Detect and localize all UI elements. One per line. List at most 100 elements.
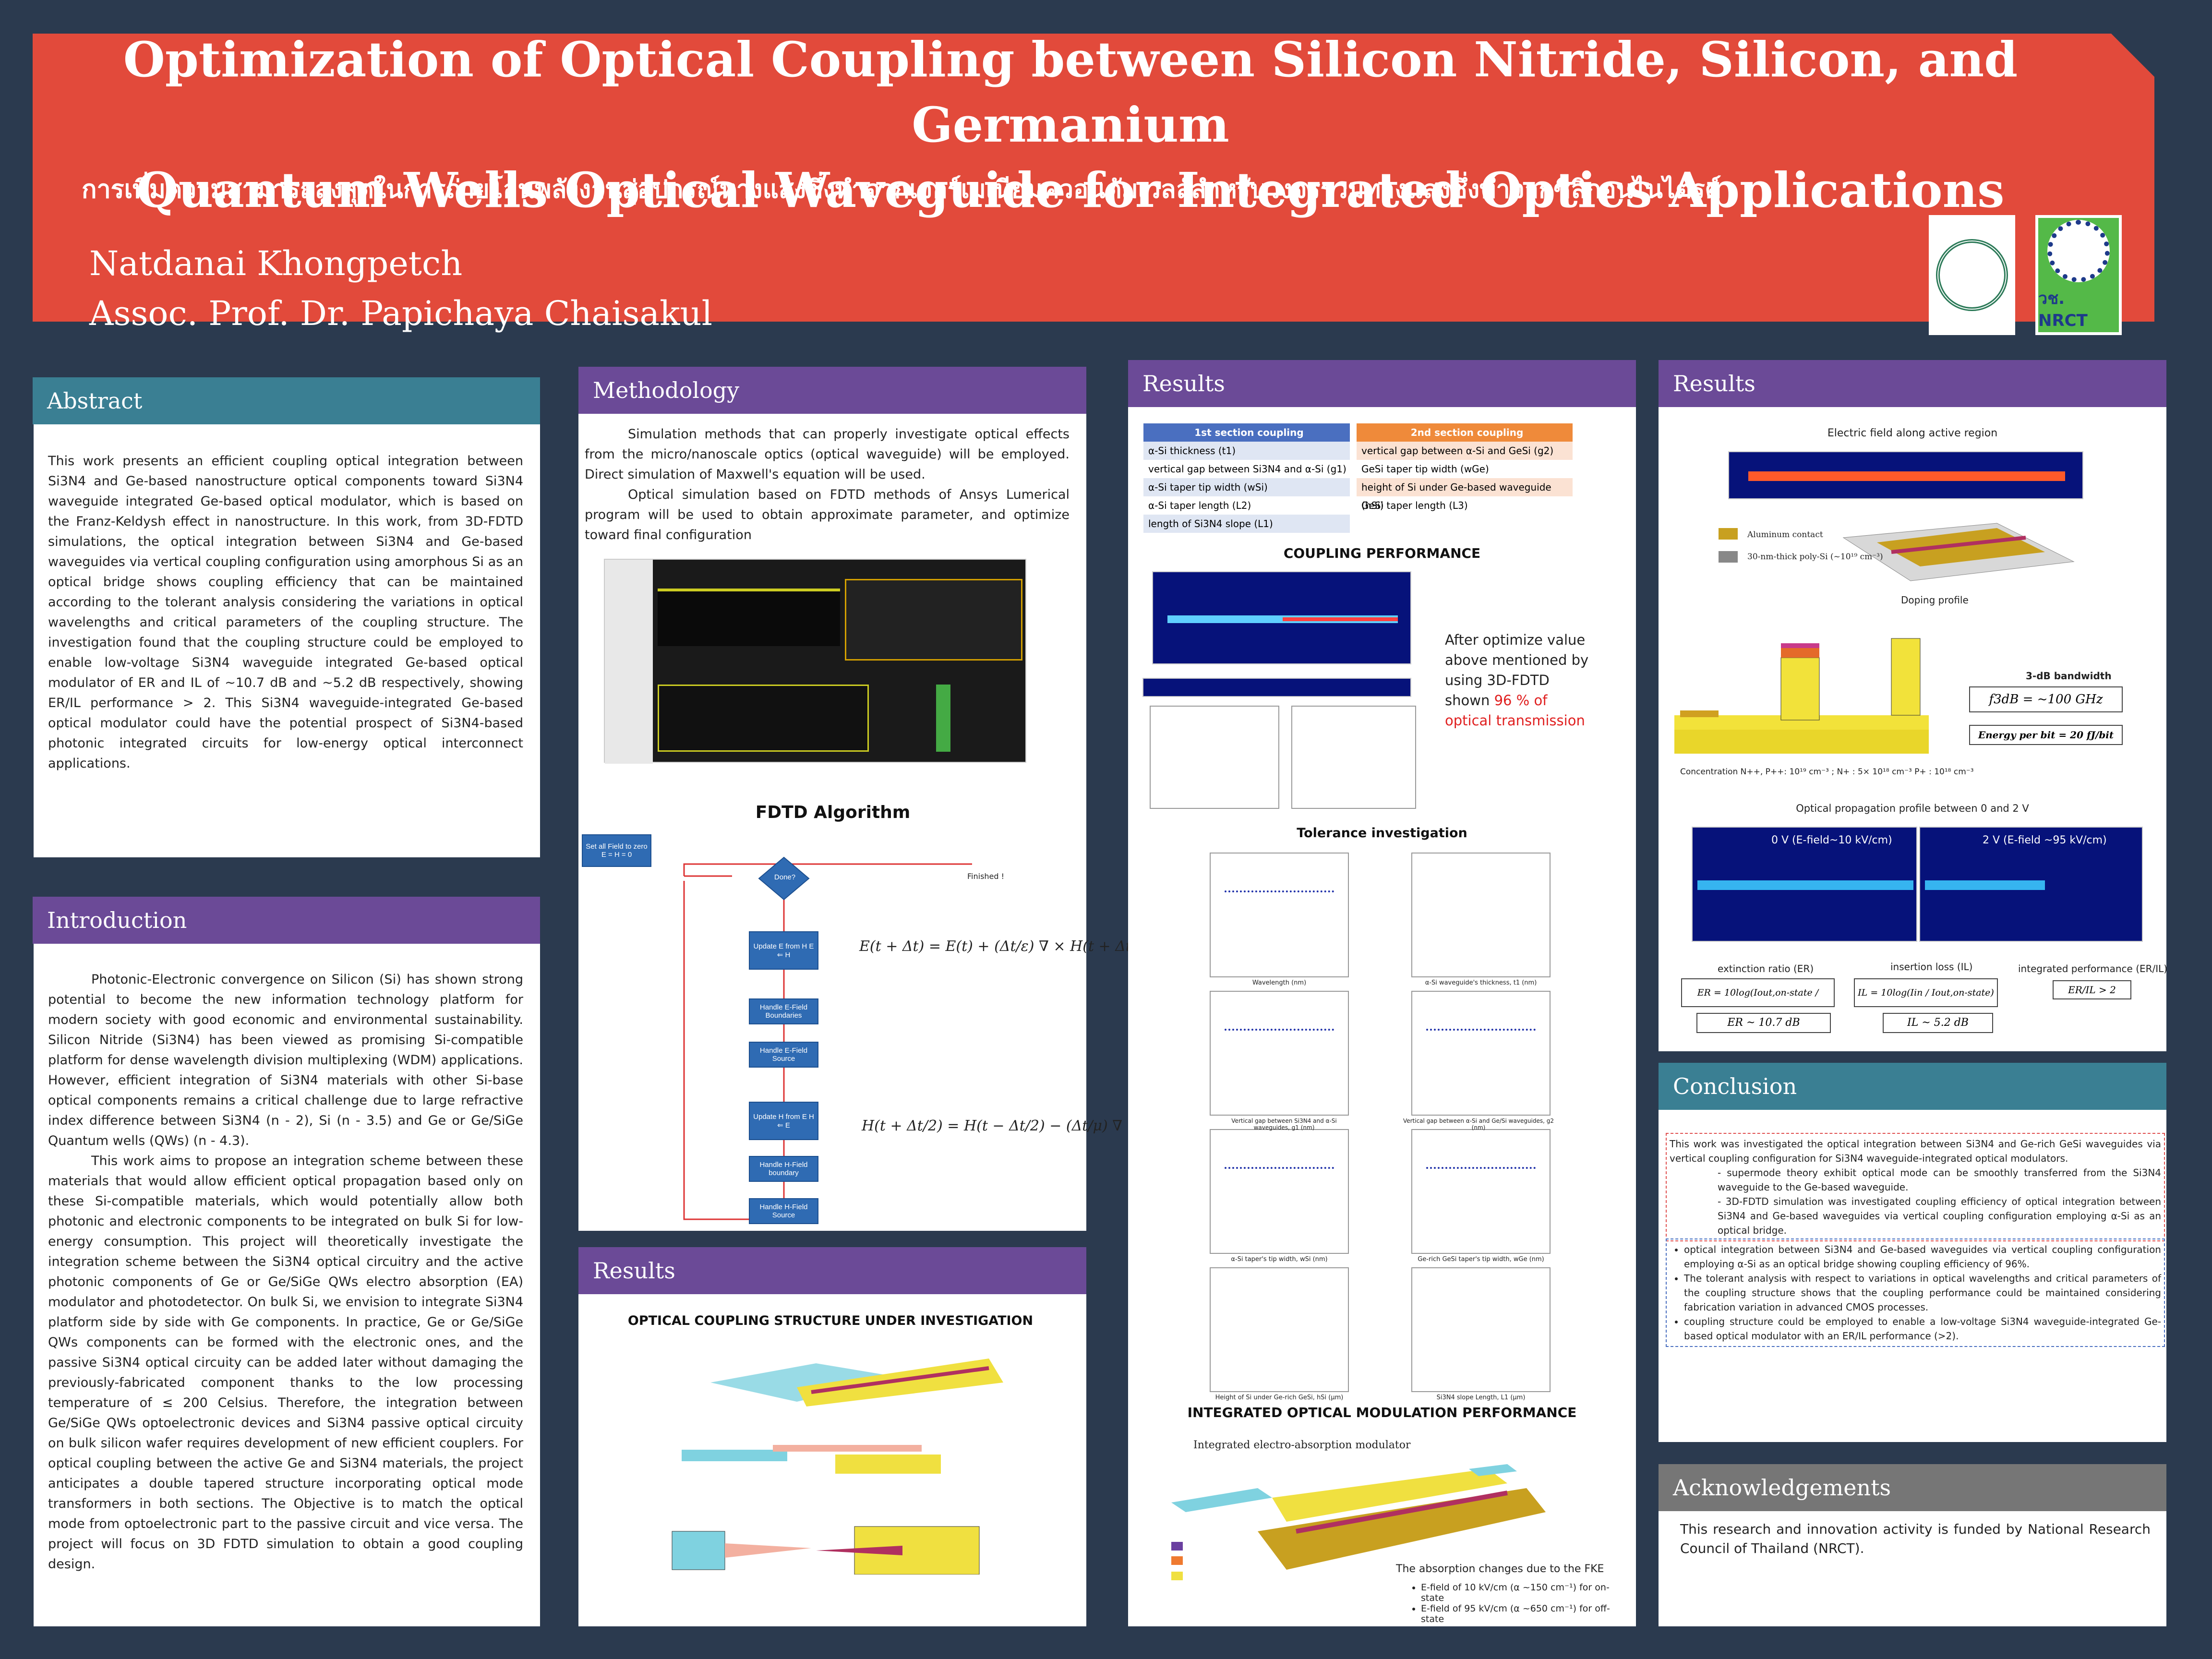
tolerance-plot-thickness xyxy=(1411,853,1551,977)
coupling-note: After optimize value above mentioned by … xyxy=(1445,630,1589,731)
results-right-heading: Results xyxy=(1659,360,2166,407)
flow-e-source: Handle E-Field Source xyxy=(749,1042,818,1068)
efield-title: Electric field along active region xyxy=(1827,427,1998,439)
il-label: insertion loss (IL) xyxy=(1890,961,1973,973)
tolerance-plot-g1 xyxy=(1210,991,1349,1116)
legend-aluminum: Aluminum contact xyxy=(1747,530,1823,540)
tolerance-plot-wsi xyxy=(1210,1129,1349,1254)
flow-update-e: Update E from H E ⇐ H xyxy=(749,931,818,970)
conclusion-bullet-1: optical integration between Si3N4 and Ge… xyxy=(1684,1242,2161,1271)
absorption-bullets: E-field of 10 kV/cm (α ~150 cm⁻¹) for on… xyxy=(1407,1582,1623,1624)
xlabel-g2: Vertical gap between α-Si and Ge/Si wave… xyxy=(1403,1118,1554,1131)
author-2: Assoc. Prof. Dr. Papichaya Chaisakul xyxy=(89,294,713,333)
methodology-body: Simulation methods that can properly inv… xyxy=(585,424,1070,545)
conclusion-heading: Conclusion xyxy=(1659,1063,2166,1110)
results-mid-heading: Results xyxy=(1128,360,1636,407)
bullet-off-state: E-field of 95 kV/cm (α ~650 cm⁻¹) for of… xyxy=(1421,1603,1623,1624)
xlabel-wsi: α-Si taper's tip width, wSi (nm) xyxy=(1231,1256,1328,1263)
efield-map xyxy=(1728,451,2083,499)
conclusion-bullet-3: coupling structure could be employed to … xyxy=(1684,1314,2161,1343)
table2-row: GeSi taper tip width (wGe) xyxy=(1357,460,1573,478)
doping-title: Doping profile xyxy=(1901,594,1969,606)
label-0v: 0 V (E-field~10 kV/cm) xyxy=(1771,834,1892,846)
method-paragraph-2: Optical simulation based on FDTD methods… xyxy=(585,487,1070,542)
abstract-body: This work presents an efficient coupling… xyxy=(48,454,523,771)
poster-title: Optimization of Optical Coupling between… xyxy=(38,27,2103,223)
modulation-title: INTEGRATED OPTICAL MODULATION PERFORMANC… xyxy=(1187,1405,1577,1420)
title-line1: Optimization of Optical Coupling between… xyxy=(123,31,2018,153)
doping-profile-figure xyxy=(1674,638,1929,754)
table1-row: vertical gap between Si3N4 and α-Si (g1) xyxy=(1143,460,1350,478)
table1-row: α-Si taper length (L2) xyxy=(1143,496,1350,515)
coupling-plot-1 xyxy=(1150,706,1279,809)
structure-caption: OPTICAL COUPLING STRUCTURE UNDER INVESTI… xyxy=(627,1313,1034,1328)
tolerance-title: Tolerance investigation xyxy=(1297,826,1467,841)
abstract-heading: Abstract xyxy=(33,377,540,424)
coupling-structure-figure xyxy=(672,1358,1003,1575)
flow-h-source: Handle H-Field Source xyxy=(749,1198,818,1224)
table-2nd-section: 2nd section coupling vertical gap betwee… xyxy=(1357,423,1573,515)
flow-done: Done? xyxy=(774,873,796,881)
conclusion-bullet-2: The tolerant analysis with respect to va… xyxy=(1684,1271,2161,1314)
flow-update-h: Update H from E H ⇐ E xyxy=(749,1102,818,1140)
title-banner xyxy=(33,34,2154,322)
fdtd-flow-svg xyxy=(683,856,972,1220)
table1-head: 1st section coupling xyxy=(1143,423,1350,442)
results-structure-panel xyxy=(578,1247,1086,1626)
flow-h-boundary: Handle H-Field boundary xyxy=(749,1156,818,1182)
coupling-field-map xyxy=(1152,571,1411,664)
lumerical-screenshot xyxy=(604,559,1026,764)
results-structure-heading: Results xyxy=(578,1247,1086,1294)
er-equation: ER = 10log(Iout,on-state / Iout,off-stat… xyxy=(1681,978,1835,1025)
table2-head: 2nd section coupling xyxy=(1357,423,1573,442)
kasetsart-logo xyxy=(1929,215,2015,335)
propagation-2v xyxy=(1919,827,2143,942)
thai-title: การเพิ่มความสามารถสูงสุดในการถ่ายโอนพลัง… xyxy=(82,175,1721,204)
xlabel-g1: Vertical gap between Si3N4 and α-Si wave… xyxy=(1231,1118,1337,1131)
flow-start: Set all Field to zero E = H = 0 xyxy=(582,834,651,867)
table1-row: length of Si3N4 slope (L1) xyxy=(1148,518,1273,529)
ip-equation: ER/IL > 2 xyxy=(2053,980,2131,999)
bullet-on-state: E-field of 10 kV/cm (α ~150 cm⁻¹) for on… xyxy=(1421,1582,1623,1603)
coupling-note-percent: 96 % of optical transmission xyxy=(1445,692,1585,729)
energy-box: Energy per bit = 20 fJ/bit xyxy=(1969,725,2123,745)
intro-paragraph-2: This work aims to propose an integration… xyxy=(48,1154,523,1572)
conclusion-p2: - supermode theory exhibit optical mode … xyxy=(1718,1167,2161,1193)
bandwidth-title: 3-dB bandwidth xyxy=(2026,670,2112,682)
il-equation: IL = 10log(Iin / Iout,on-state) xyxy=(1854,978,1998,1007)
flow-finished: Finished ! xyxy=(967,872,1005,881)
flow-e-boundaries: Handle E-Field Boundaries xyxy=(749,998,818,1024)
table1-row: α-Si taper tip width (wSi) xyxy=(1148,481,1268,493)
abstract-panel xyxy=(34,377,540,857)
xlabel-l1: Si3N4 slope Length, L1 (μm) xyxy=(1436,1394,1526,1401)
conclusion-p1: This work was investigated the optical i… xyxy=(1670,1138,2161,1164)
label-2v: 2 V (E-field ~95 kV/cm) xyxy=(1983,834,2107,846)
nrct-emblem-icon xyxy=(2047,220,2110,282)
tolerance-plot-wge xyxy=(1411,1129,1551,1254)
conclusion-bullets: optical integration between Si3N4 and Ge… xyxy=(1666,1238,2165,1347)
absorption-note: The absorption changes due to the FKE xyxy=(1396,1563,1604,1575)
introduction-body: Photonic-Electronic convergence on Silic… xyxy=(48,970,523,1575)
f3db-box: f3dB = ~100 GHz xyxy=(1969,686,2123,712)
introduction-panel xyxy=(34,897,540,1626)
table-1st-section: 1st section coupling α-Si thickness (t1)… xyxy=(1143,423,1350,533)
acknowledgements-heading: Acknowledgements xyxy=(1659,1464,2166,1511)
fdtd-title: FDTD Algorithm xyxy=(755,803,911,822)
tolerance-plot-l1 xyxy=(1411,1267,1551,1392)
intro-paragraph-1: Photonic-Electronic convergence on Silic… xyxy=(48,972,523,1148)
table1-row: α-Si thickness (t1) xyxy=(1148,445,1236,457)
xlabel-thickness: α-Si waveguide's thickness, t1 (nm) xyxy=(1425,979,1537,986)
propagation-title: Optical propagation profile between 0 an… xyxy=(1796,803,2029,814)
er-label: extinction ratio (ER) xyxy=(1718,963,1814,974)
kasetsart-seal-icon xyxy=(1936,239,2008,311)
modulator-label: Integrated electro-absorption modulator xyxy=(1193,1439,1411,1451)
author-1: Natdanai Khongpetch xyxy=(89,244,463,283)
nrct-logo: วช. NRCT xyxy=(2035,215,2122,335)
xlabel-wge: Ge-rich GeSi taper's tip width, wGe (nm) xyxy=(1418,1256,1544,1263)
xlabel-hsi: Height of Si under Ge-rich GeSi, hSi (μm… xyxy=(1215,1394,1344,1401)
method-paragraph-1: Simulation methods that can properly inv… xyxy=(585,427,1070,482)
ip-label: integrated performance (ER/IL) xyxy=(2018,963,2168,974)
concentration-text: Concentration N++, P++: 10¹⁹ cm⁻³ ; N+ :… xyxy=(1680,767,1974,777)
fdtd-equation-e: E(t + Δt) = E(t) + (Δt/ε) ∇ × H(t + Δt/2… xyxy=(859,938,1151,955)
acknowledgements-body: This research and innovation activity is… xyxy=(1680,1521,2151,1556)
